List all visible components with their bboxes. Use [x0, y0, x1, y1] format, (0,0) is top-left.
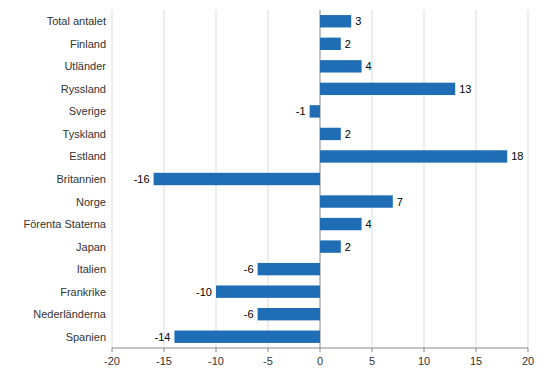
bar	[320, 195, 393, 207]
data-label: 2	[345, 38, 351, 50]
grid-line	[528, 10, 529, 348]
data-label: 7	[397, 196, 403, 208]
bar	[320, 15, 351, 27]
bar	[320, 240, 341, 252]
data-label: -6	[244, 308, 254, 320]
tick-label: 5	[369, 355, 375, 367]
tick-mark	[164, 348, 165, 352]
tick-label: 0	[317, 355, 323, 367]
category-label: Estland	[69, 150, 106, 162]
tick-label: 10	[418, 355, 430, 367]
grid-line	[476, 10, 477, 348]
tick-label: -15	[156, 355, 172, 367]
tick-label: 20	[522, 355, 534, 367]
category-label: Nederländerna	[33, 308, 107, 320]
bar	[258, 308, 320, 320]
tick-label: -10	[208, 355, 224, 367]
grid	[112, 10, 528, 348]
data-label: -14	[154, 331, 170, 343]
tick-mark	[112, 348, 113, 352]
bar	[320, 38, 341, 50]
tick-mark	[476, 348, 477, 352]
data-label: 4	[366, 218, 372, 230]
bar	[154, 173, 320, 185]
bar	[320, 218, 362, 230]
tick-label: 15	[470, 355, 482, 367]
category-label: Total antalet	[47, 15, 106, 27]
tick-mark	[372, 348, 373, 352]
grid-line	[112, 10, 113, 348]
bar	[320, 150, 507, 162]
x-axis: -20 -15 -10 -5 0 5 10 15 20	[104, 348, 534, 367]
data-label: -1	[296, 105, 306, 117]
data-label: -16	[134, 173, 150, 185]
grid-line	[424, 10, 425, 348]
category-label: Förenta Staterna	[23, 218, 106, 230]
bars	[154, 15, 508, 343]
category-label: Italien	[77, 263, 106, 275]
category-label: Ryssland	[61, 83, 106, 95]
tick-mark	[320, 348, 321, 352]
bar	[320, 83, 455, 95]
category-label: Norge	[76, 196, 106, 208]
tick-label: -5	[263, 355, 273, 367]
tick-mark	[268, 348, 269, 352]
data-label: 2	[345, 241, 351, 253]
data-label: 3	[355, 15, 361, 27]
category-label: Spanien	[66, 331, 106, 343]
chart: -20-15-10-505101520-14-6-10-6247-16182-1…	[0, 0, 546, 376]
data-labels: -14-6-10-6247-16182-113423	[134, 15, 524, 342]
bar	[258, 263, 320, 275]
bar	[320, 128, 341, 140]
category-label: Britannien	[56, 173, 106, 185]
bar	[310, 105, 320, 117]
bar	[174, 331, 320, 343]
tick-mark	[424, 348, 425, 352]
category-label: Utländer	[64, 60, 106, 72]
data-label: 2	[345, 128, 351, 140]
data-label: 4	[366, 60, 372, 72]
bar	[216, 285, 320, 297]
chart-container: -20-15-10-505101520-14-6-10-6247-16182-1…	[0, 0, 546, 376]
tick-mark	[528, 348, 529, 352]
tick-label: -20	[104, 355, 120, 367]
category-label: Tyskland	[63, 128, 106, 140]
category-label: Japan	[76, 241, 106, 253]
data-label: -10	[196, 286, 212, 298]
data-label: 18	[511, 150, 523, 162]
data-label: 13	[459, 83, 471, 95]
category-label: Frankrike	[60, 286, 106, 298]
category-label: Finland	[70, 38, 106, 50]
tick-mark	[216, 348, 217, 352]
y-axis: Spanien Nederländerna Frankrike Italien Japa…	[23, 15, 106, 342]
x-axis-line	[112, 348, 528, 349]
category-label: Sverige	[69, 105, 106, 117]
bar	[320, 60, 362, 72]
data-label: -6	[244, 263, 254, 275]
